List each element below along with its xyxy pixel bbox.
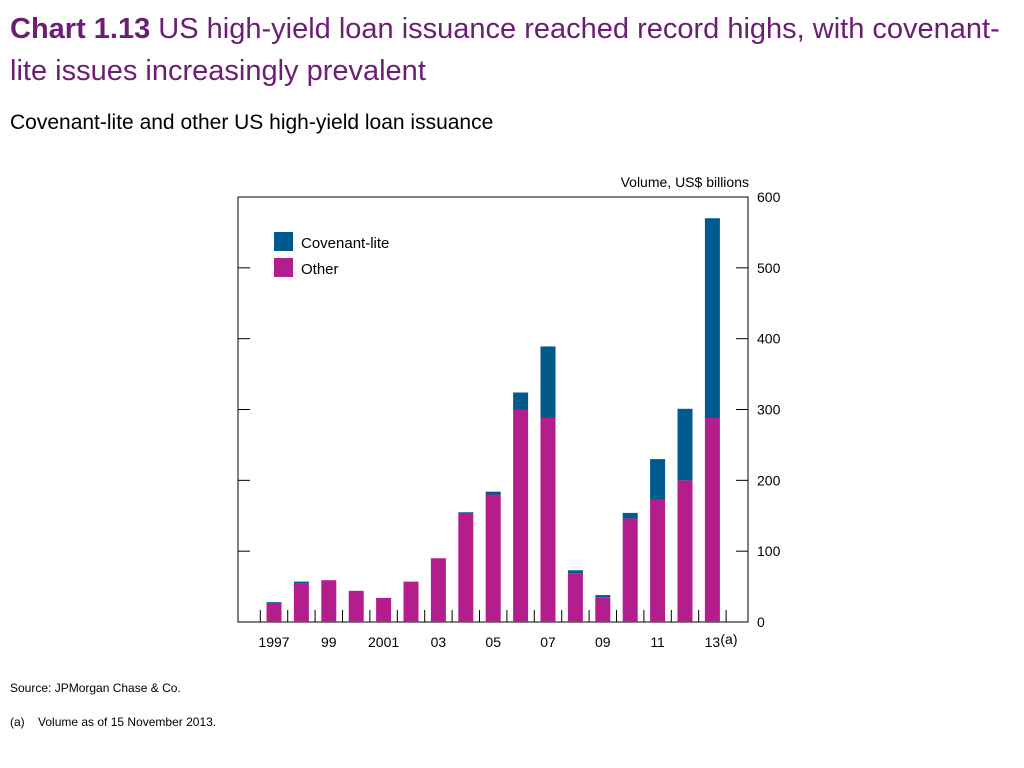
bar-covenant-lite-1997 xyxy=(266,602,282,604)
bar-other-1999 xyxy=(321,580,337,622)
chart-title: Chart 1.13 US high-yield loan issuance r… xyxy=(10,8,1010,92)
bar-covenant-lite-1998 xyxy=(293,581,309,584)
y-tick-label: 100 xyxy=(757,543,781,559)
bar-other-2007 xyxy=(540,418,556,622)
bar-covenant-lite-2012 xyxy=(677,408,693,481)
y-axis-label: Volume, US$ billions xyxy=(621,174,749,190)
footnote-text: Volume as of 15 November 2013. xyxy=(38,715,217,729)
bar-other-2009 xyxy=(595,597,611,622)
bar-covenant-lite-2011 xyxy=(650,459,666,500)
bar-other-2003 xyxy=(430,558,446,622)
legend-swatch-other xyxy=(274,258,293,277)
bar-covenant-lite-2005 xyxy=(485,491,501,495)
bar-chart: Volume, US$ billions 0 100 200 300 400 500 600… xyxy=(237,174,781,650)
x-tick-label: 07 xyxy=(540,634,556,650)
y-tick-label: 500 xyxy=(757,260,781,276)
x-tick-label: 11 xyxy=(650,634,665,650)
x-tick-label: 09 xyxy=(595,634,611,650)
x-tick-label: 1997 xyxy=(258,634,289,650)
chart-subtitle: Covenant-lite and other US high-yield lo… xyxy=(10,111,494,134)
bar-covenant-lite-2013 xyxy=(704,218,720,418)
bar-other-2011 xyxy=(650,499,666,622)
bar-covenant-lite-2009 xyxy=(595,595,611,598)
bar-other-2004 xyxy=(458,512,474,622)
source-note: Source: JPMorgan Chase & Co. xyxy=(10,681,181,695)
bar-other-2001 xyxy=(376,597,392,622)
bar-covenant-lite-2004 xyxy=(458,512,474,513)
legend-swatch-covenant-lite xyxy=(274,232,293,251)
bar-other-1997 xyxy=(266,603,282,622)
bar-other-2012 xyxy=(677,480,693,622)
x-tick-label: 13 xyxy=(705,634,721,650)
footnote-mark: (a) xyxy=(10,715,25,729)
x-tick-label: 2001 xyxy=(368,634,399,650)
y-tick-label: 0 xyxy=(757,614,765,630)
y-tick-label: 600 xyxy=(757,189,781,205)
bar-other-2013 xyxy=(704,418,720,622)
x-tick-label: 05 xyxy=(485,634,501,650)
x-tick-label: 99 xyxy=(321,634,337,650)
bar-other-2000 xyxy=(348,590,364,622)
x-tick-label: 03 xyxy=(431,634,447,650)
bar-other-2005 xyxy=(485,494,501,622)
y-tick-label: 300 xyxy=(757,402,781,418)
legend-label: Covenant-lite xyxy=(301,235,389,252)
bar-covenant-lite-2006 xyxy=(513,392,529,410)
bar-other-2006 xyxy=(513,409,529,622)
legend-label: Other xyxy=(301,261,339,278)
bar-other-2002 xyxy=(403,581,419,622)
footnote: (a) Volume as of 15 November 2013. xyxy=(10,715,216,729)
bar-covenant-lite-2007 xyxy=(540,346,556,418)
y-tick-label: 200 xyxy=(757,472,781,488)
bar-other-2008 xyxy=(567,573,583,622)
bar-covenant-lite-2010 xyxy=(622,512,638,519)
chart-heading-text: US high-yield loan issuance reached reco… xyxy=(10,13,1000,87)
bar-covenant-lite-2008 xyxy=(567,570,583,574)
bar-other-1998 xyxy=(293,583,309,622)
y-tick-label: 400 xyxy=(757,331,781,347)
bar-other-2010 xyxy=(622,518,638,622)
chart-number: Chart 1.13 xyxy=(10,13,151,45)
x-tick-label-note: (a) xyxy=(720,631,737,647)
